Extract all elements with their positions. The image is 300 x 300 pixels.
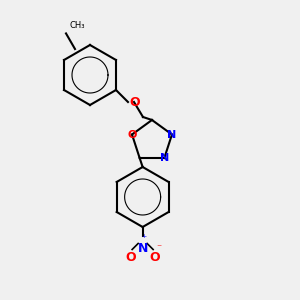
Text: O: O	[149, 251, 160, 264]
Text: O: O	[130, 95, 140, 109]
Text: N: N	[137, 242, 148, 255]
Text: O: O	[127, 130, 137, 140]
Text: ⁻: ⁻	[156, 243, 161, 253]
Text: O: O	[125, 251, 136, 264]
Text: N: N	[160, 153, 169, 163]
Text: ⁺: ⁺	[141, 234, 146, 244]
Text: CH₃: CH₃	[69, 21, 85, 30]
Text: N: N	[167, 130, 177, 140]
